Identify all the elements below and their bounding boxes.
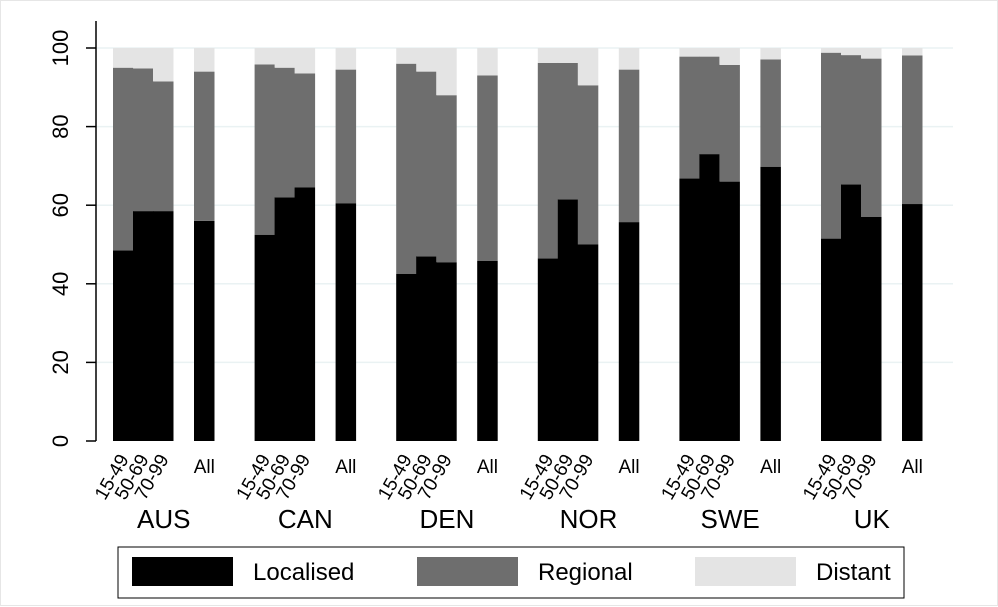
bar-nor-70-99-localised: [577, 244, 599, 441]
category-label-uk-all: All: [902, 457, 923, 478]
bar-uk-50-69-localised: [841, 184, 862, 441]
bar-aus-70-99-regional: [153, 81, 174, 212]
bar-swe-70-99-localised: [719, 181, 740, 441]
bar-nor-All-localised: [618, 222, 640, 441]
bar-nor-15-49-distant: [537, 48, 559, 63]
bar-can-70-99-regional: [294, 73, 316, 188]
bar-uk-15-49-distant: [821, 48, 842, 53]
legend-swatch-distant: [695, 557, 796, 586]
bar-den-70-99-distant: [436, 48, 457, 96]
category-label-nor-all: All: [618, 457, 639, 478]
bar-swe-70-99-distant: [719, 48, 740, 65]
bar-uk-15-49-regional: [821, 52, 842, 239]
group-label-aus: AUS: [137, 504, 190, 534]
bar-swe-15-49-distant: [679, 48, 700, 57]
bar-can-70-99-distant: [294, 48, 316, 74]
category-label-aus-all: All: [194, 457, 215, 478]
bar-den-50-69-distant: [416, 48, 437, 72]
group-label-den: DEN: [419, 504, 474, 534]
bar-aus-15-49-localised: [113, 250, 134, 441]
legend-label-localised: Localised: [253, 559, 354, 586]
bar-den-All-localised: [477, 261, 498, 441]
bar-aus-70-99-localised: [153, 211, 174, 441]
category-label-swe-all: All: [760, 457, 781, 478]
bar-aus-50-69-distant: [133, 48, 154, 69]
bar-den-All-regional: [477, 75, 498, 261]
bar-den-70-99-regional: [436, 95, 457, 263]
bar-den-15-49-regional: [396, 63, 417, 275]
bar-uk-All-localised: [902, 204, 923, 441]
bar-aus-50-69-localised: [133, 211, 154, 441]
bar-den-15-49-distant: [396, 48, 417, 64]
bar-swe-All-distant: [760, 48, 781, 60]
bar-uk-70-99-distant: [861, 48, 882, 59]
bar-swe-15-49-localised: [679, 178, 700, 441]
bar-den-All-distant: [477, 48, 498, 76]
bar-can-50-69-distant: [274, 48, 296, 68]
bar-swe-50-69-localised: [699, 154, 720, 441]
bar-aus-15-49-regional: [113, 67, 134, 251]
bar-nor-All-distant: [618, 48, 640, 70]
bar-nor-15-49-regional: [537, 62, 559, 259]
group-label-can: CAN: [278, 504, 333, 534]
group-label-uk: UK: [854, 504, 891, 534]
bar-can-50-69-regional: [274, 67, 296, 198]
legend-swatch-regional: [417, 557, 518, 586]
bar-aus-15-49-distant: [113, 48, 134, 68]
bar-can-15-49-regional: [254, 64, 276, 235]
bar-uk-70-99-regional: [861, 58, 882, 217]
group-label-swe: SWE: [701, 504, 760, 534]
bar-can-All-localised: [335, 203, 357, 441]
bar-uk-15-49-localised: [821, 238, 842, 441]
bar-den-70-99-localised: [436, 262, 457, 441]
bar-aus-70-99-distant: [153, 48, 174, 82]
bar-swe-70-99-regional: [719, 64, 740, 182]
legend-label-regional: Regional: [538, 559, 633, 586]
y-tick-label-100: 100: [48, 30, 73, 67]
bar-nor-15-49-localised: [537, 258, 559, 441]
bar-aus-All-distant: [194, 48, 215, 72]
bar-uk-50-69-regional: [841, 55, 862, 185]
y-tick-label-40: 40: [48, 272, 73, 296]
bar-nor-All-regional: [618, 69, 640, 223]
y-tick-label-0: 0: [48, 435, 73, 447]
bar-swe-All-regional: [760, 59, 781, 167]
bar-can-70-99-localised: [294, 187, 316, 441]
bar-den-15-49-localised: [396, 274, 417, 441]
bar-aus-50-69-regional: [133, 68, 154, 212]
bar-nor-50-69-distant: [557, 48, 579, 63]
bar-uk-All-regional: [902, 55, 923, 205]
bar-aus-All-regional: [194, 71, 215, 221]
bar-den-50-69-localised: [416, 256, 437, 441]
bar-uk-50-69-distant: [841, 48, 862, 56]
category-label-den-all: All: [477, 457, 498, 478]
bar-uk-All-distant: [902, 48, 923, 56]
bar-can-15-49-localised: [254, 234, 276, 441]
bar-swe-50-69-regional: [699, 56, 720, 155]
y-tick-label-60: 60: [48, 193, 73, 217]
category-label-can-all: All: [335, 457, 356, 478]
bar-can-All-regional: [335, 69, 357, 204]
bar-can-15-49-distant: [254, 48, 276, 65]
bar-nor-50-69-regional: [557, 62, 579, 200]
legend-swatch-localised: [132, 557, 233, 586]
legend-label-distant: Distant: [816, 559, 891, 586]
y-tick-label-80: 80: [48, 114, 73, 138]
bar-nor-50-69-localised: [557, 199, 579, 441]
bar-can-All-distant: [335, 48, 357, 70]
bar-swe-15-49-regional: [679, 56, 700, 179]
group-label-nor: NOR: [560, 504, 618, 534]
bar-nor-70-99-regional: [577, 85, 599, 245]
bar-den-50-69-regional: [416, 71, 437, 257]
bar-aus-All-localised: [194, 220, 215, 441]
bar-uk-70-99-localised: [861, 217, 882, 441]
bar-swe-50-69-distant: [699, 48, 720, 57]
bar-swe-All-localised: [760, 166, 781, 441]
bar-nor-70-99-distant: [577, 48, 599, 86]
bar-can-50-69-localised: [274, 197, 296, 441]
y-tick-label-20: 20: [48, 350, 73, 374]
